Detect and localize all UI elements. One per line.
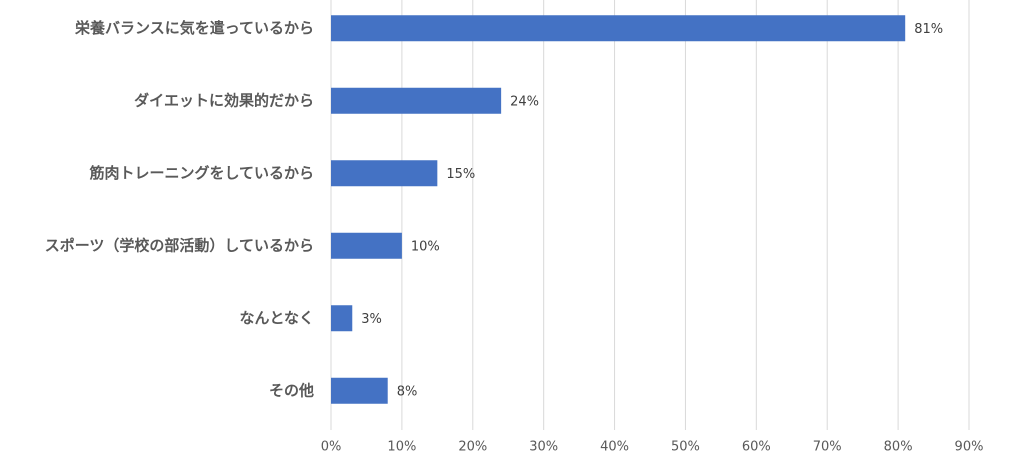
category-label: ダイエットに効果的だから bbox=[134, 91, 314, 109]
category-label: 栄養バランスに気を遣っているから bbox=[74, 19, 314, 37]
x-tick-label: 10% bbox=[387, 440, 416, 455]
category-label: スポーツ（学校の部活動）しているから bbox=[45, 236, 314, 254]
value-label: 24% bbox=[510, 94, 539, 109]
x-tick-label: 50% bbox=[671, 440, 700, 455]
bar bbox=[331, 377, 388, 404]
x-tick-label: 70% bbox=[813, 440, 842, 455]
bar bbox=[331, 160, 438, 187]
x-tick-label: 30% bbox=[529, 440, 558, 455]
value-label: 8% bbox=[397, 384, 418, 399]
x-tick-label: 0% bbox=[321, 440, 342, 455]
x-tick-label: 80% bbox=[884, 440, 913, 455]
category-label: なんとなく bbox=[239, 309, 314, 327]
x-tick-label: 40% bbox=[600, 440, 629, 455]
value-label: 10% bbox=[411, 239, 440, 254]
category-label: 筋肉トレーニングをしているから bbox=[88, 164, 314, 182]
bar bbox=[331, 15, 906, 42]
bar bbox=[331, 305, 353, 332]
category-label: その他 bbox=[269, 381, 314, 399]
value-label: 15% bbox=[446, 167, 475, 182]
x-tick-label: 90% bbox=[955, 440, 984, 455]
bar bbox=[331, 87, 502, 114]
bar bbox=[331, 232, 402, 259]
value-label: 81% bbox=[914, 22, 943, 37]
x-tick-label: 60% bbox=[742, 440, 771, 455]
x-tick-label: 20% bbox=[458, 440, 487, 455]
value-label: 3% bbox=[361, 312, 382, 327]
